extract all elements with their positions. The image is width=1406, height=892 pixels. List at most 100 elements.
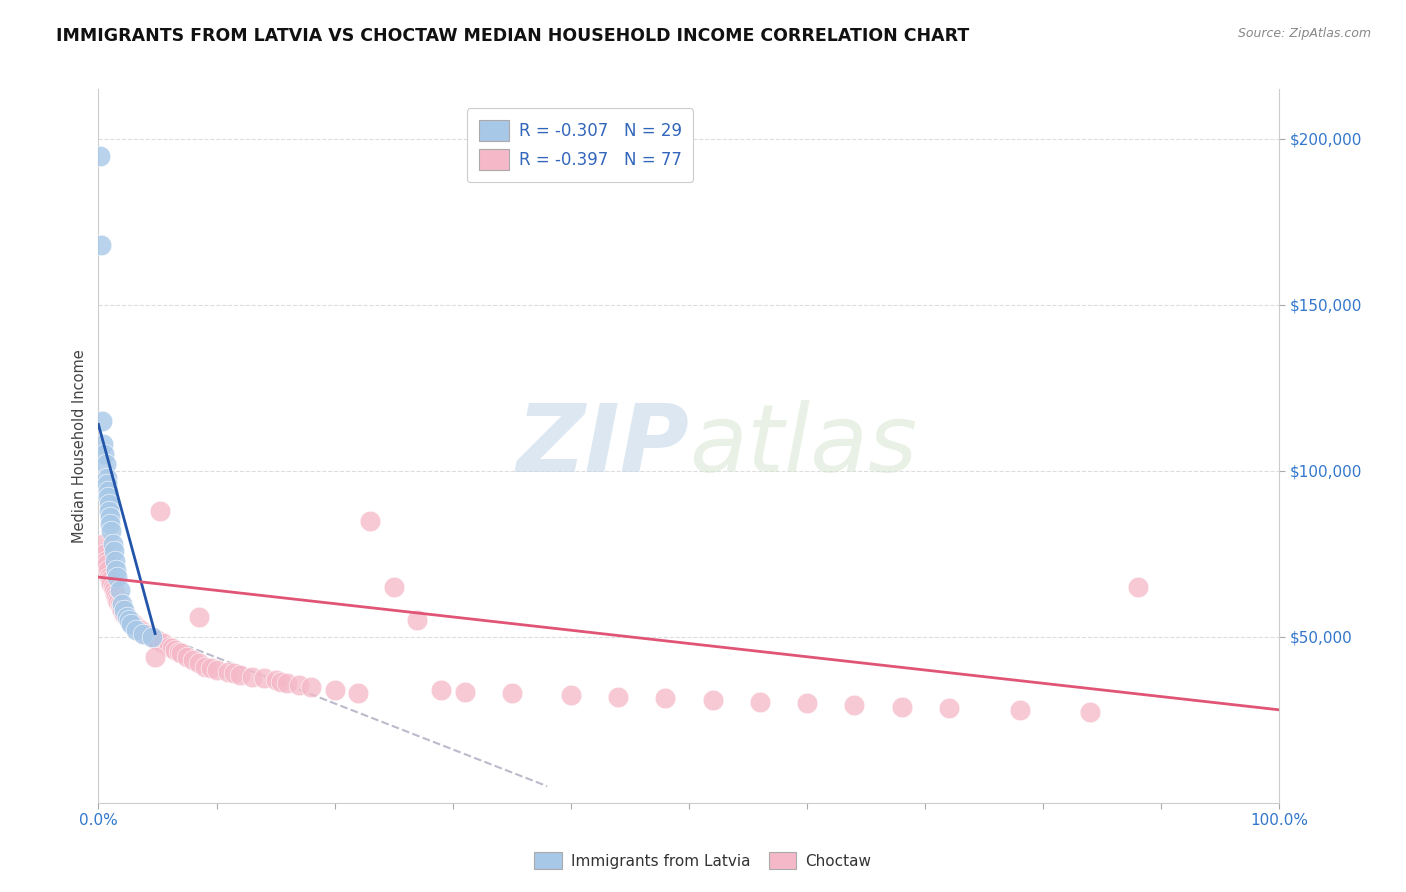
Point [1126,580,1149,594]
Point [104,587,127,601]
Point [105,570,128,584]
Point [98,570,121,584]
Point [146,633,169,648]
Point [160,641,183,656]
Point [240,670,263,684]
Point [108,583,131,598]
Point [125,620,148,634]
Point [108,597,131,611]
Point [120,613,142,627]
Point [253,671,276,685]
Point [107,595,129,609]
Point [135,626,157,640]
Point [359,514,381,528]
Point [141,630,163,644]
Point [98,497,121,511]
Point [187,610,209,624]
Point [101,580,124,594]
Point [1080,705,1102,719]
Point [122,616,145,631]
Point [96,477,118,491]
Point [176,649,198,664]
Point [125,624,148,638]
Point [103,543,125,558]
Point [152,636,174,650]
Y-axis label: Median Household Income: Median Household Income [72,349,87,543]
Point [141,630,163,644]
Point [112,607,135,621]
Point [98,574,121,588]
Point [224,666,246,681]
Point [167,645,190,659]
Point [97,564,120,578]
Point [96,470,118,484]
Point [157,640,180,654]
Point [654,691,676,706]
Point [270,674,292,689]
Point [136,628,159,642]
Text: IMMIGRANTS FROM LATVIA VS CHOCTAW MEDIAN HOUSEHOLD INCOME CORRELATION CHART: IMMIGRANTS FROM LATVIA VS CHOCTAW MEDIAN… [56,27,970,45]
Point [117,611,139,625]
Point [323,682,346,697]
Text: atlas: atlas [689,401,917,491]
Point [132,626,155,640]
Point [406,613,429,627]
Point [276,676,298,690]
Point [170,647,193,661]
Point [105,593,128,607]
Point [165,643,187,657]
Point [111,603,134,617]
Point [382,580,405,594]
Point [121,615,143,629]
Point [91,414,114,428]
Point [96,557,118,571]
Point [104,553,127,567]
Point [205,663,228,677]
Point [229,668,252,682]
Point [115,610,138,624]
Point [560,688,582,702]
Legend: Immigrants from Latvia, Choctaw: Immigrants from Latvia, Choctaw [529,846,877,875]
Point [110,599,132,614]
Point [94,457,117,471]
Point [299,680,322,694]
Point [111,597,134,611]
Point [748,695,770,709]
Point [115,610,138,624]
Point [103,583,125,598]
Point [430,682,453,697]
Point [98,510,121,524]
Text: ZIP: ZIP [516,400,689,492]
Point [121,616,143,631]
Legend: R = -0.307   N = 29, R = -0.397   N = 77: R = -0.307 N = 29, R = -0.397 N = 77 [467,108,693,182]
Point [149,504,172,518]
Point [347,686,370,700]
Point [97,491,120,505]
Point [94,553,117,567]
Point [105,564,128,578]
Point [112,603,135,617]
Point [796,696,818,710]
Point [128,622,150,636]
Point [181,653,204,667]
Point [101,537,124,551]
Point [89,148,111,162]
Point [93,447,115,461]
Point [890,699,912,714]
Point [702,693,724,707]
Point [129,624,152,638]
Point [844,698,866,712]
Point [938,701,960,715]
Point [91,437,114,451]
Point [91,537,114,551]
Point [143,632,166,646]
Point [288,678,311,692]
Point [100,524,122,538]
Point [501,686,523,700]
Point [264,673,287,687]
Point [118,613,141,627]
Point [187,657,209,671]
Point [98,504,121,518]
Point [90,238,112,252]
Point [105,590,128,604]
